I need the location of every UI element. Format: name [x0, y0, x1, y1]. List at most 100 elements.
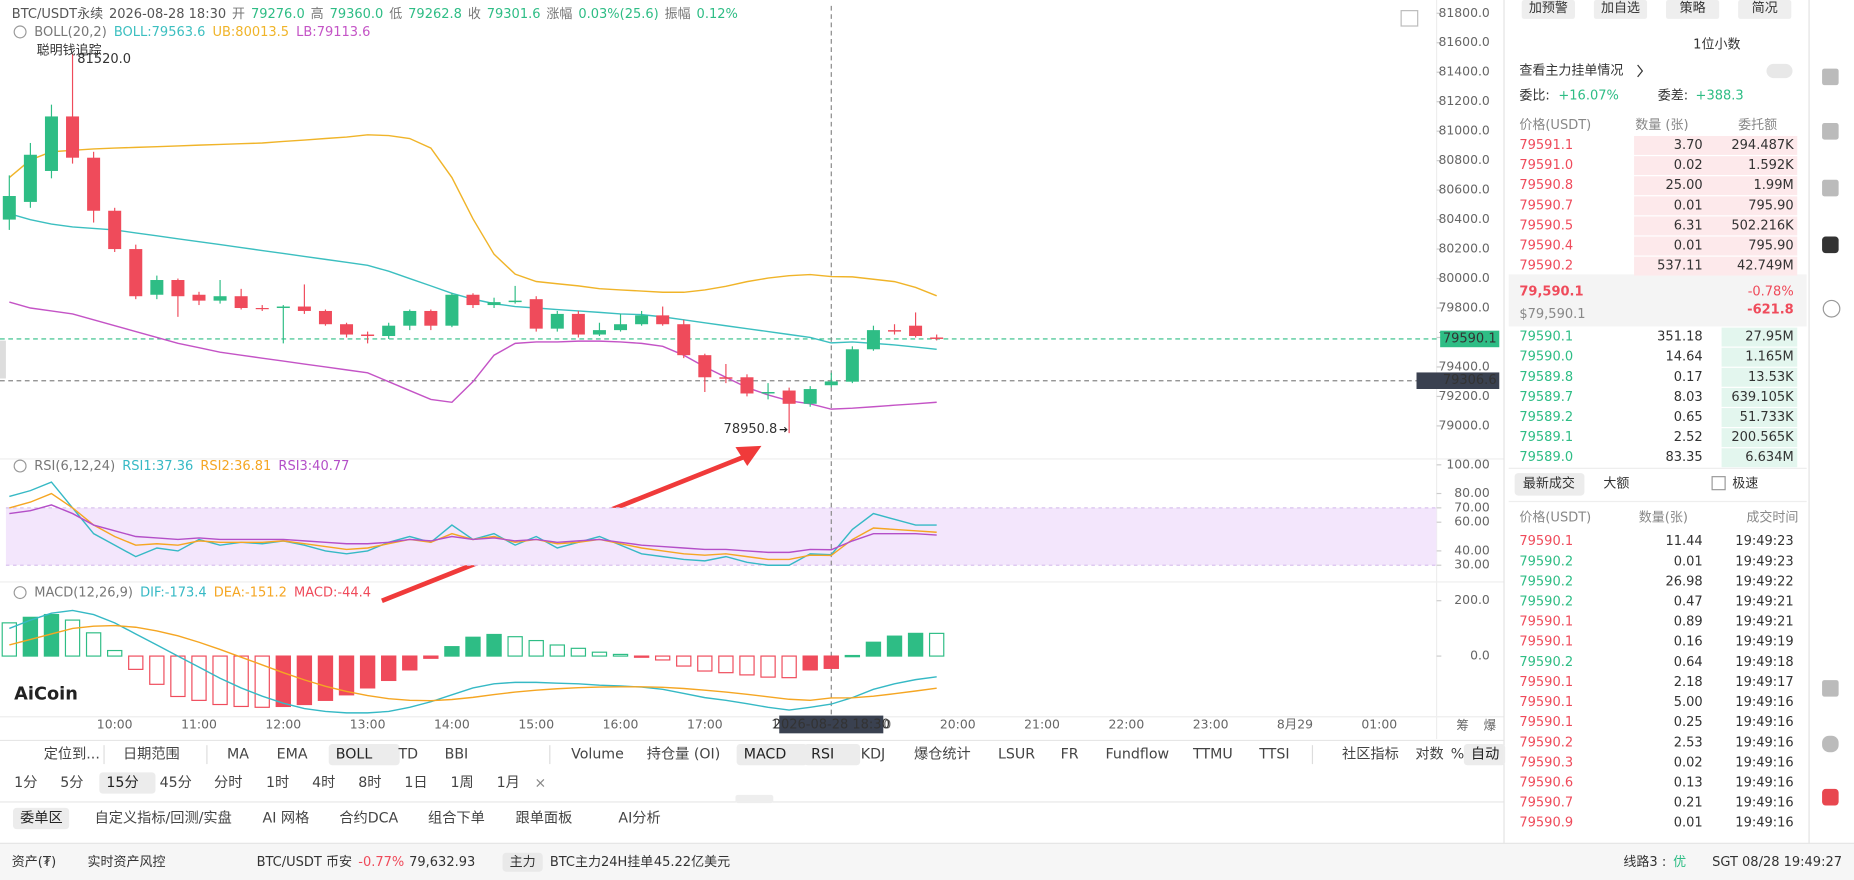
toolbar-button[interactable]: 分时 [214, 775, 242, 791]
toolbar-button[interactable]: 1分 [14, 775, 37, 791]
toolbar-button[interactable]: 合约DCA [339, 810, 398, 826]
toolbar-button[interactable]: 社区指标 [1342, 747, 1399, 763]
toolbar-button[interactable]: 跟单面板 [516, 810, 573, 826]
trade-price: 79590.2 [1519, 655, 1573, 670]
trade-qty: 0.01 [1674, 816, 1703, 831]
icon[interactable] [1822, 680, 1839, 697]
depth-link[interactable]: 查看主力挂单情况 [1519, 62, 1623, 78]
depth-bg [1721, 408, 1798, 427]
status-item: 45.22亿美元 [654, 855, 730, 870]
trade-price: 79590.1 [1519, 695, 1573, 710]
tab[interactable]: 大额 [1603, 476, 1629, 491]
toolbar-button[interactable]: RSI [811, 747, 834, 763]
checkbox[interactable] [1711, 476, 1726, 491]
candle-body [234, 296, 248, 309]
toolbar-button[interactable]: 定位到... [44, 747, 100, 763]
toolbar-button[interactable]: FR [1061, 747, 1079, 763]
trade-qty: 0.02 [1674, 755, 1703, 770]
toolbar-button[interactable]: EMA [277, 747, 308, 763]
depth-bg [1634, 156, 1798, 176]
depth-bg [1721, 347, 1798, 367]
toolbar-button[interactable]: LSUR [998, 747, 1035, 763]
macd-bar [865, 641, 882, 657]
depth-bg [1634, 256, 1798, 276]
axis-tool[interactable]: 筹 [1456, 718, 1468, 733]
toolbar-button[interactable]: 爆仓统计 [914, 747, 971, 763]
depth-bg [1721, 387, 1798, 407]
icon[interactable] [1822, 179, 1839, 197]
icon[interactable] [1822, 123, 1839, 140]
icon[interactable] [1822, 68, 1839, 86]
toolbar-button[interactable]: 自动 [1471, 747, 1499, 763]
toolbar-button[interactable]: BBI [445, 747, 469, 763]
toolbar-button[interactable]: 5分 [60, 775, 83, 791]
x-tick-label: 16:00 [603, 717, 639, 732]
toolbar-button[interactable]: MA [227, 747, 249, 763]
macd-bar [528, 639, 544, 657]
x-tick-label: 14:00 [434, 717, 470, 732]
drag-handle[interactable] [735, 794, 774, 804]
toolbar-button[interactable]: MACD [744, 747, 787, 763]
sidebar-button[interactable]: 加自选 [1601, 1, 1640, 16]
icon[interactable] [1822, 788, 1839, 806]
toolbar-button[interactable]: 4时 [312, 775, 335, 791]
toolbar-button[interactable]: AI 网格 [262, 810, 309, 826]
toolbar-button[interactable]: 组合下单 [428, 810, 485, 826]
sidebar-button[interactable]: 策略 [1680, 0, 1706, 16]
toolbar-button[interactable]: AI分析 [618, 810, 660, 826]
toolbar-button[interactable]: 1时 [266, 775, 289, 791]
selected-bg [13, 807, 70, 830]
y-tick-label: 100.00 [1446, 456, 1490, 471]
toolbar-button[interactable]: Fundflow [1106, 747, 1170, 763]
icon[interactable] [1822, 236, 1839, 254]
candle-body [66, 116, 80, 158]
expand-icon[interactable] [1400, 10, 1419, 27]
book-cell: 79591.0 [1519, 158, 1573, 173]
y-tick-label: 79400.0 [1439, 358, 1490, 373]
precision-select[interactable]: 1位小数 [1693, 37, 1740, 52]
tab[interactable]: 最新成交 [1523, 475, 1575, 491]
toolbar-button[interactable]: KDJ [861, 747, 885, 763]
trade-time: 19:49:16 [1735, 735, 1793, 750]
selected-bg [328, 743, 400, 766]
toolbar-button[interactable]: 1日 [404, 775, 427, 791]
header-item: 2026-08-28 18:30 [109, 7, 226, 22]
macd-bar [359, 655, 376, 689]
y-tick-label: 81400.0 [1439, 64, 1490, 79]
sidebar-button[interactable]: 加预警 [1529, 0, 1568, 16]
sidebar-button[interactable]: 简况 [1752, 0, 1778, 16]
y-tick-label: 30.00 [1454, 557, 1490, 572]
axis-tool[interactable]: 爆 [1484, 718, 1497, 733]
toolbar-button[interactable]: Volume [571, 747, 624, 763]
toolbar-button[interactable]: 1月 [497, 775, 520, 791]
book-cell: 79591.1 [1519, 138, 1573, 153]
book-cell: 79590.2 [1519, 259, 1573, 274]
toolbar-button[interactable]: 委单区 [20, 810, 63, 826]
icon[interactable] [1822, 735, 1839, 753]
toolbar-button[interactable]: BOLL [336, 747, 373, 763]
toolbar-button[interactable]: 45分 [160, 775, 192, 791]
toolbar-button[interactable]: TTSI [1258, 747, 1289, 763]
ratio-label: 委比: [1519, 88, 1549, 103]
x-tick-label: 15:00 [518, 717, 554, 732]
x-tick-label: 11:00 [181, 717, 217, 732]
collapse-icon [13, 25, 27, 39]
toolbar-button[interactable]: 1周 [450, 775, 473, 791]
left-handle[interactable] [0, 340, 6, 379]
book-cell: 6.634M [1745, 450, 1793, 465]
toolbar-button[interactable]: 持仓量 (OI) [647, 747, 720, 763]
toggle[interactable] [1766, 63, 1793, 79]
toolbar-button[interactable]: TD [397, 747, 418, 763]
toolbar-button[interactable]: 8时 [358, 775, 381, 791]
toolbar-button[interactable]: % [1451, 747, 1464, 763]
status-item: 主力 [510, 855, 536, 870]
toolbar-button[interactable]: TTMU [1192, 747, 1233, 763]
icon[interactable] [1822, 299, 1841, 318]
toolbar-button[interactable]: 对数 [1415, 747, 1443, 763]
book-cell: 537.11 [1657, 259, 1702, 274]
toolbar-button[interactable]: 15分 [106, 775, 138, 791]
macd-bar [85, 632, 102, 657]
trade-time: 19:49:16 [1735, 816, 1793, 831]
toolbar-button[interactable]: 日期范围 [123, 746, 180, 763]
toolbar-button[interactable]: 自定义指标/回测/实盘 [95, 809, 232, 826]
